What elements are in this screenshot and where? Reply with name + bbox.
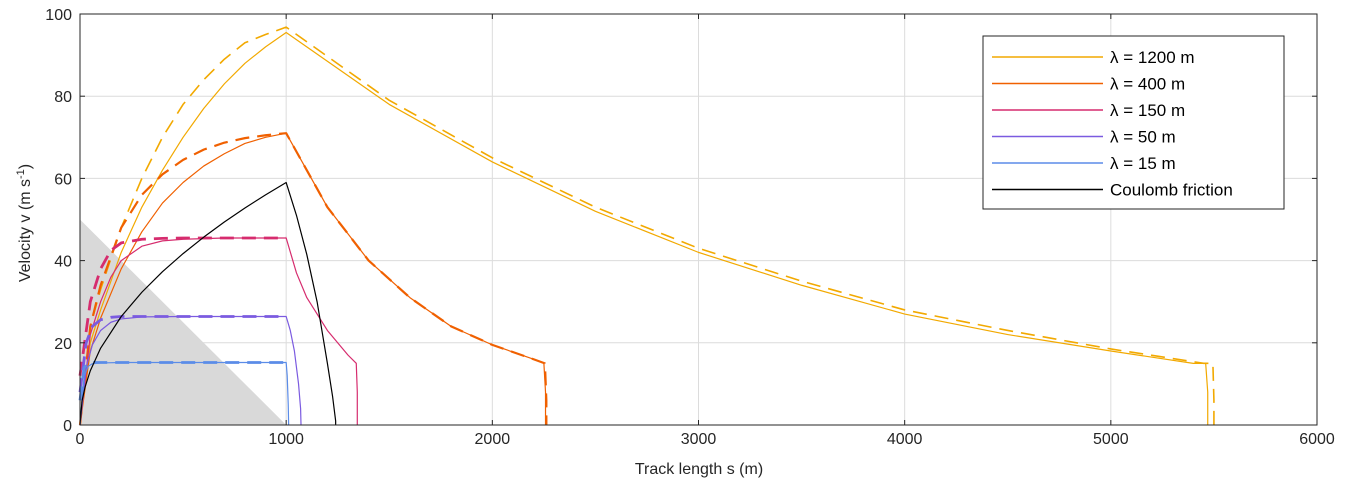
- y-axis-label-sup: -1: [15, 169, 27, 179]
- y-axis-label-main: Velocity v (m s: [17, 179, 34, 282]
- legend-entry: λ = 400 m: [1110, 75, 1185, 94]
- y-tick-label: 60: [54, 171, 72, 188]
- legend-box: [982, 35, 1285, 210]
- series-line-10-solid: [79, 181, 337, 426]
- tick-layer: 0 1000 2000 3000 4000 5000 6000 0 20 40 60 80 100: [45, 7, 1335, 448]
- series-layer: [78, 26, 1215, 426]
- x-tick-label: 5000: [1093, 431, 1129, 448]
- shaded-region-layer: [80, 219, 287, 425]
- y-tick-label: 0: [63, 418, 72, 435]
- x-tick-label: 1000: [268, 431, 304, 448]
- series-line-0-solid: [79, 31, 1209, 426]
- y-tick-label: 40: [54, 254, 72, 271]
- legend-entry: λ = 15 m: [1110, 154, 1176, 173]
- y-tick-label: 20: [54, 336, 72, 353]
- x-tick-label: 4000: [887, 431, 923, 448]
- series-line-5-dashed: [78, 236, 287, 376]
- x-tick-label: 0: [76, 431, 85, 448]
- series-line-3-dashed: [78, 132, 548, 426]
- y-axis-label-end: ): [17, 164, 34, 169]
- legend-entry: λ = 150 m: [1110, 101, 1185, 120]
- legend-entry: λ = 1200 m: [1110, 48, 1195, 67]
- x-tick-label: 6000: [1299, 431, 1335, 448]
- x-tick-label: 2000: [475, 431, 511, 448]
- y-tick-label: 100: [45, 7, 72, 24]
- series-line-7-dashed: [78, 315, 287, 393]
- x-axis-label: Track length s (m): [635, 461, 763, 478]
- legend-entry: λ = 50 m: [1110, 128, 1176, 147]
- x-tick-label: 3000: [681, 431, 717, 448]
- release-zone-shading: [80, 219, 287, 425]
- legend: λ = 1200 m λ = 400 m λ = 150 m λ = 50 m λ = …: [982, 35, 1285, 210]
- series-line-1-dashed: [79, 26, 1215, 426]
- legend-entry: Coulomb friction: [1110, 181, 1233, 200]
- y-tick-label: 80: [54, 89, 72, 106]
- series-line-9-dashed: [78, 361, 287, 401]
- y-axis-label: Velocity v (m s-1): [15, 164, 34, 282]
